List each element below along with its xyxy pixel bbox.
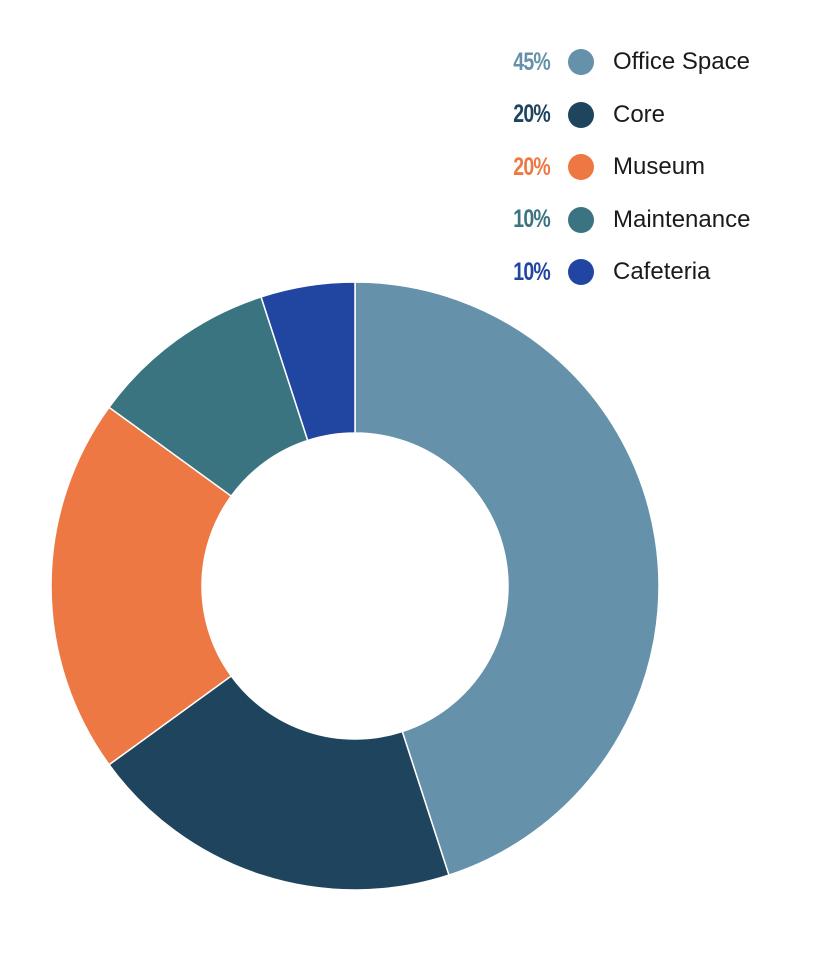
legend-percent: 45% <box>513 47 550 76</box>
legend-percent: 10% <box>513 257 550 286</box>
legend-swatch <box>568 206 594 233</box>
legend-label: Office Space <box>613 48 750 76</box>
slice-core <box>108 674 450 891</box>
slice-office-space <box>354 281 660 877</box>
legend-item-cafeteria: 10% Cafeteria <box>488 246 808 299</box>
legend-swatch <box>568 259 594 286</box>
legend-percent: 20% <box>513 152 550 181</box>
legend-item-museum: 20% Museum <box>488 141 808 194</box>
legend-swatch <box>568 49 594 76</box>
legend-label: Museum <box>613 153 706 181</box>
legend-swatch <box>568 154 594 181</box>
donut-slices <box>50 281 660 891</box>
slice-museum <box>50 406 233 766</box>
legend-label: Maintenance <box>613 205 751 233</box>
slice-cafeteria <box>260 281 356 442</box>
chart-legend: 45% Office Space 20% Core 20% Museum 10% Mainte… <box>488 36 808 299</box>
legend-item-office-space: 45% Office Space <box>488 36 808 89</box>
legend-swatch <box>568 101 594 128</box>
legend-percent: 20% <box>513 100 550 129</box>
legend-item-maintenance: 10% Maintenance <box>488 194 808 247</box>
legend-label: Cafeteria <box>613 258 711 286</box>
legend-percent: 10% <box>513 205 550 234</box>
legend-label: Core <box>613 100 666 128</box>
legend-item-core: 20% Core <box>488 89 808 142</box>
